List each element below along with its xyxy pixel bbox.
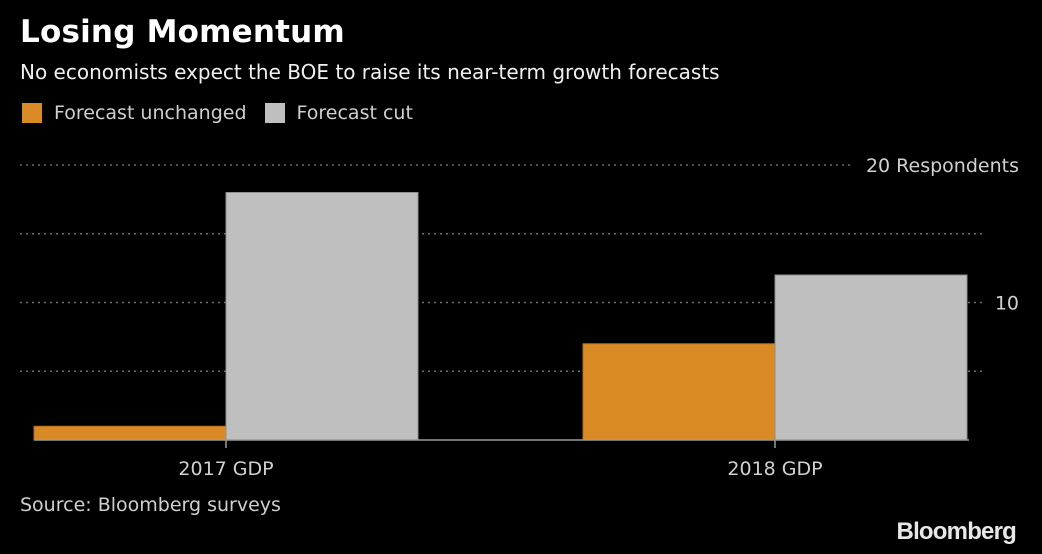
legend-swatch-forecast-cut [264,103,285,123]
x-tick-label: 2018 GDP [727,458,822,480]
legend-label-forecast-unchanged: Forecast unchanged [54,102,247,124]
legend-item-forecast-cut: Forecast cut [264,102,413,124]
y-tick-label: 10 [995,293,1019,315]
source-note: Source: Bloomberg surveys [20,494,281,516]
legend-item-forecast-unchanged: Forecast unchanged [22,102,247,124]
chart-title: Losing Momentum [20,14,345,50]
bar-forecast-cut-2017-gdp [225,192,419,441]
y-tick-label: 20 Respondents [866,155,1019,177]
chart-subtitle: No economists expect the BOE to raise it… [20,60,720,84]
legend-swatch-forecast-unchanged [22,103,42,123]
bar-forecast-cut-2018-gdp [774,274,968,441]
legend: Forecast unchanged Forecast cut [22,102,431,124]
bloomberg-logo: Bloomberg [896,518,1017,545]
x-tick-label: 2017 GDP [178,458,273,480]
legend-label-forecast-cut: Forecast cut [296,102,413,124]
bar-forecast-unchanged-2018-gdp [582,343,776,441]
bar-forecast-unchanged-2017-gdp [33,425,227,441]
